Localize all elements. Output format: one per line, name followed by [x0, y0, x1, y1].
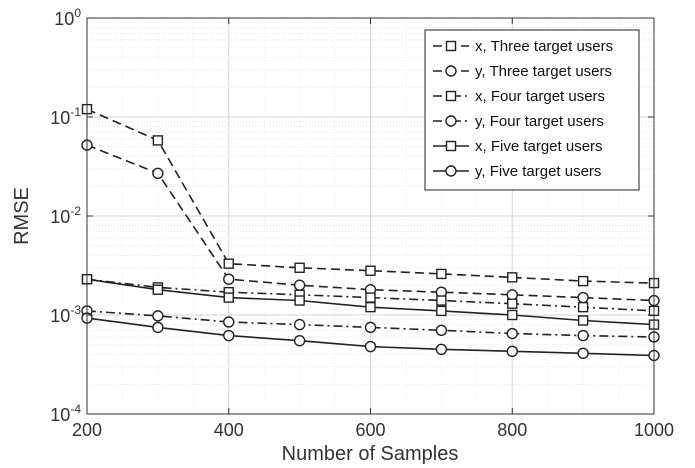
data-point-square [294, 295, 305, 306]
legend-label: x, Three target users [475, 38, 613, 55]
data-point-circle [223, 273, 235, 285]
data-point-circle [293, 335, 306, 347]
data-point-circle [506, 289, 518, 301]
data-point-circle [223, 316, 235, 328]
y-tick-label: 10-3 [50, 303, 81, 326]
legend-label: y, Five target users [475, 163, 601, 180]
data-point-square [223, 258, 234, 269]
data-point-circle [293, 279, 306, 291]
data-point-square [507, 272, 518, 283]
legend-marker-circle [445, 65, 457, 77]
legend-marker-circle [445, 165, 457, 177]
y-tick-label: 10-1 [50, 105, 81, 128]
data-point-square [577, 301, 589, 313]
x-tick-label: 1000 [634, 420, 674, 440]
series-line-2 [86, 144, 655, 302]
data-point-square [577, 275, 589, 287]
data-point-square [365, 292, 376, 303]
data-point-square [436, 295, 447, 306]
data-point-square [577, 315, 589, 326]
legend-label: y, Four target users [475, 113, 604, 130]
data-point-circle [152, 310, 164, 322]
data-point-circle [364, 340, 377, 353]
x-tick-label: 400 [214, 420, 244, 440]
data-point-circle [293, 318, 306, 331]
legend-box [424, 29, 640, 191]
legend-marker-square [445, 40, 457, 52]
x-tick-label: 200 [72, 420, 102, 440]
series-line-1 [86, 108, 655, 284]
data-point-circle [506, 345, 518, 357]
legend-label: x, Five target users [475, 138, 603, 155]
legend-marker-square [445, 90, 457, 102]
legend-label: x, Four target users [475, 88, 605, 105]
y-axis-label: RMSE [11, 187, 33, 245]
data-point-square [436, 305, 447, 317]
series-line-3 [86, 278, 655, 312]
data-point-circle [364, 321, 377, 334]
axis-ticks: 200 400 600 800 1000 10-4 10-3 10-2 10-1 100 [50, 6, 674, 440]
legend-marker-circle [445, 115, 457, 127]
legend-marker-square [445, 140, 457, 152]
data-point-square [152, 135, 164, 146]
data-point-circle [223, 329, 235, 342]
data-point-square [436, 268, 447, 280]
data-point-square [152, 284, 164, 295]
data-point-circle [435, 324, 448, 337]
data-point-square [294, 262, 305, 273]
y-tick-label: 10-4 [50, 402, 81, 425]
data-point-circle [506, 327, 518, 340]
data-point-square [507, 309, 518, 321]
data-point-circle [152, 167, 164, 179]
x-tick-label: 600 [355, 420, 385, 440]
data-point-square [223, 292, 234, 303]
x-axis-label: Number of Samples [282, 443, 459, 465]
data-point-circle [577, 329, 589, 342]
data-point-circle [435, 343, 448, 356]
data-point-circle [577, 291, 589, 304]
data-point-square [365, 301, 376, 313]
data-point-circle [152, 321, 164, 334]
legend-label: y, Three target users [475, 63, 612, 80]
data-point-circle [577, 347, 589, 360]
y-tick-label: 100 [54, 6, 81, 29]
data-point-square [507, 298, 518, 309]
y-tick-label: 10-2 [50, 204, 81, 227]
x-tick-label: 800 [497, 420, 527, 440]
data-point-square [365, 265, 376, 276]
legend: x, Three target users y, Three target use… [424, 29, 640, 191]
